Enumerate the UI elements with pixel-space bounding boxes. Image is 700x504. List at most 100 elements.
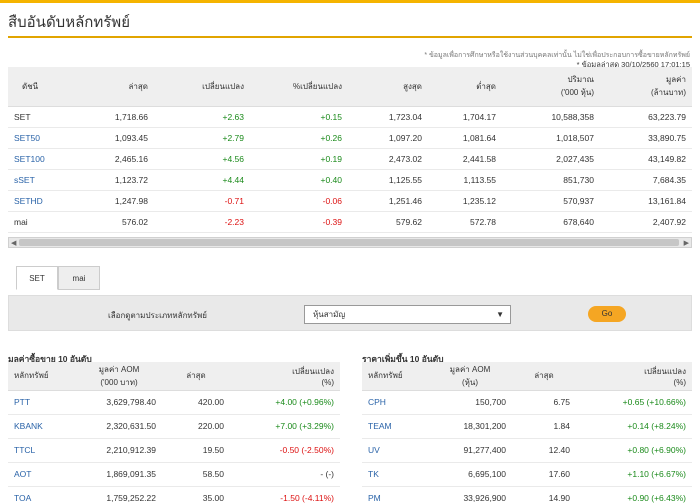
index-cell-high: 1,723.04 xyxy=(348,106,428,128)
stock-symbol-link[interactable]: UV xyxy=(362,438,428,463)
column-header-label: เปลี่ยนแปลง xyxy=(202,81,244,91)
index-cell-low: 1,235.12 xyxy=(428,190,502,212)
column-header-label: มูลค่า AOM xyxy=(449,364,491,374)
index-cell-volume: 10,588,358 xyxy=(502,106,600,128)
index-cell-volume: 1,018,507 xyxy=(502,127,600,149)
column-header: ล่าสุด xyxy=(84,67,154,107)
scrollbar-thumb[interactable] xyxy=(19,239,679,246)
index-cell-name: mai xyxy=(8,211,84,233)
stock-symbol-link[interactable]: TEAM xyxy=(362,414,428,439)
index-row: mai 576.02 -2.23 -0.39 579.62 572.78 678,640 2,… xyxy=(8,211,692,233)
horizontal-scrollbar[interactable]: ◀ ▶ xyxy=(8,237,692,248)
stock-last: 12.40 xyxy=(512,438,576,463)
column-header: เปลี่ยนแปลง xyxy=(154,67,250,107)
stock-row: KBANK 2,320,631.50 220.00 +7.00 (+3.29%) xyxy=(8,414,340,439)
index-cell-change: +2.79 xyxy=(154,127,250,149)
index-cell-low: 572.78 xyxy=(428,211,502,233)
column-header-label: มูลค่า xyxy=(665,75,686,85)
security-type-select[interactable]: หุ้นสามัญ ▼ xyxy=(304,305,511,324)
column-header: %เปลี่ยนแปลง xyxy=(250,67,348,107)
column-header-label: ดัชนี xyxy=(22,81,39,91)
stock-amount: 1,759,252.22 xyxy=(76,486,162,504)
index-cell-change: +4.44 xyxy=(154,169,250,191)
stock-symbol-link[interactable]: AOT xyxy=(8,462,76,487)
column-header: ปริมาณ ('000 หุ้น) xyxy=(502,67,600,107)
tab-set[interactable]: SET xyxy=(16,266,58,290)
column-header-label: ('000 หุ้น) xyxy=(560,88,594,98)
index-cell-pct: -0.06 xyxy=(250,190,348,212)
index-cell-last: 1,718.66 xyxy=(84,106,154,128)
stock-change: -1.50 (-4.11%) xyxy=(230,486,340,504)
index-row: SETHD 1,247.98 -0.71 -0.06 1,251.46 1,235.12 5… xyxy=(8,190,692,212)
stock-amount: 3,629,798.40 xyxy=(76,390,162,415)
index-cell-name[interactable]: SETHD xyxy=(8,190,84,212)
column-header-label: (%) xyxy=(321,377,334,387)
column-header-label: หลักทรัพย์ xyxy=(14,371,49,381)
index-cell-pct: +0.40 xyxy=(250,169,348,191)
index-cell-change: -0.71 xyxy=(154,190,250,212)
column-header-label: ('000 บาท) xyxy=(100,377,138,387)
column-header-label: เปลี่ยนแปลง xyxy=(644,366,686,376)
index-cell-low: 1,704.17 xyxy=(428,106,502,128)
stock-symbol-link[interactable]: TTCL xyxy=(8,438,76,463)
index-cell-name: SET xyxy=(8,106,84,128)
index-cell-value: 13,161.84 xyxy=(600,190,692,212)
column-header: มูลค่า AOM ('000 บาท) xyxy=(76,362,162,391)
stock-symbol-link[interactable]: PM xyxy=(362,486,428,504)
stock-amount: 150,700 xyxy=(428,390,512,415)
index-row: sSET 1,123.72 +4.44 +0.40 1,125.55 1,113.55 85… xyxy=(8,169,692,191)
stock-symbol-link[interactable]: PTT xyxy=(8,390,76,415)
stock-amount: 2,320,631.50 xyxy=(76,414,162,439)
select-value: หุ้นสามัญ xyxy=(313,310,346,319)
column-header: ล่าสุด xyxy=(162,362,230,391)
stock-amount: 6,695,100 xyxy=(428,462,512,487)
index-cell-high: 1,125.55 xyxy=(348,169,428,191)
go-button[interactable]: Go xyxy=(588,306,626,322)
column-header: เปลี่ยนแปลง (%) xyxy=(576,362,692,391)
index-cell-low: 2,441.58 xyxy=(428,148,502,170)
index-cell-last: 1,123.72 xyxy=(84,169,154,191)
stock-change: +0.80 (+6.90%) xyxy=(576,438,692,463)
index-cell-volume: 678,640 xyxy=(502,211,600,233)
stock-change: +0.14 (+8.24%) xyxy=(576,414,692,439)
scroll-left-icon[interactable]: ◀ xyxy=(11,240,17,247)
stock-symbol-link[interactable]: TK xyxy=(362,462,428,487)
scroll-right-icon[interactable]: ▶ xyxy=(683,240,689,247)
column-header-label: ล่าสุด xyxy=(128,81,148,91)
index-cell-high: 579.62 xyxy=(348,211,428,233)
last-updated: * ข้อมูลล่าสุด 30/10/2560 17:01:15 xyxy=(576,60,690,69)
stock-amount: 91,277,400 xyxy=(428,438,512,463)
index-row: SET 1,718.66 +2.63 +0.15 1,723.04 1,704.17 10,… xyxy=(8,106,692,128)
index-cell-name[interactable]: sSET xyxy=(8,169,84,191)
stock-row: TEAM 18,301,200 1.84 +0.14 (+8.24%) xyxy=(362,414,692,439)
top-accent-bar xyxy=(0,0,700,3)
index-row: SET100 2,465.16 +4.56 +0.19 2,473.02 2,441.58… xyxy=(8,148,692,170)
index-cell-volume: 851,730 xyxy=(502,169,600,191)
stock-change: +0.90 (+6.43%) xyxy=(576,486,692,504)
index-cell-name[interactable]: SET100 xyxy=(8,148,84,170)
stock-symbol-link[interactable]: CPH xyxy=(362,390,428,415)
stock-last: 58.50 xyxy=(162,462,230,487)
index-cell-last: 1,247.98 xyxy=(84,190,154,212)
stock-last: 14.90 xyxy=(512,486,576,504)
stock-row: CPH 150,700 6.75 +0.65 (+10.66%) xyxy=(362,390,692,415)
stock-change: +4.00 (+0.96%) xyxy=(230,390,340,415)
stock-symbol-link[interactable]: TOA xyxy=(8,486,76,504)
tab-mai[interactable]: mai xyxy=(58,266,100,290)
stock-amount: 2,210,912.39 xyxy=(76,438,162,463)
stock-amount: 18,301,200 xyxy=(428,414,512,439)
column-header: หลักทรัพย์ xyxy=(8,362,76,391)
index-cell-high: 2,473.02 xyxy=(348,148,428,170)
index-cell-volume: 570,937 xyxy=(502,190,600,212)
index-cell-name[interactable]: SET50 xyxy=(8,127,84,149)
stock-change: -0.50 (-2.50%) xyxy=(230,438,340,463)
stock-row: TK 6,695,100 17.60 +1.10 (+6.67%) xyxy=(362,462,692,487)
column-header: สูงสุด xyxy=(348,67,428,107)
index-cell-last: 1,093.45 xyxy=(84,127,154,149)
filter-bar: เลือกดูตามประเภทหลักทรัพย์ หุ้นสามัญ ▼ G… xyxy=(8,295,692,331)
stock-symbol-link[interactable]: KBANK xyxy=(8,414,76,439)
stock-change: +1.10 (+6.67%) xyxy=(576,462,692,487)
top-gainers-title: ราคาเพิ่มขึ้น 10 อันดับ xyxy=(362,354,444,364)
page-title: สืบอันดับหลักทรัพย์ xyxy=(8,14,130,31)
index-table: ดัชนี ล่าสุด เปลี่ยนแปลง %เปลี่ยนแปลง สูงสุด… xyxy=(8,67,692,233)
